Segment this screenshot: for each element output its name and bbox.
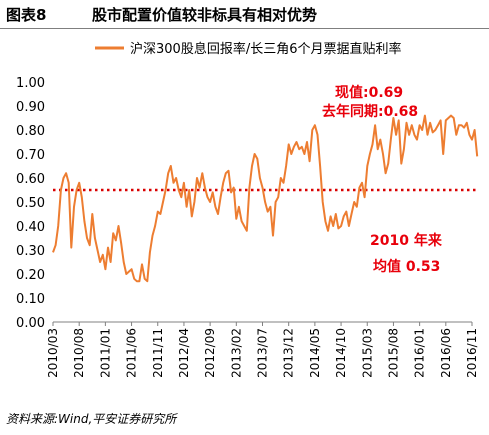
x-tick-label: 2010/08 (72, 328, 86, 378)
x-tick-label: 2012/09 (203, 328, 217, 378)
figure-label: 图表8 (6, 6, 47, 24)
y-tick-label: 0.30 (16, 244, 45, 259)
x-tick-label: 2015/03 (360, 328, 374, 378)
y-tick-label: 0.80 (16, 124, 45, 139)
y-tick-label: 0.70 (16, 148, 45, 163)
x-tick-label: 2012/04 (177, 328, 191, 378)
legend-label: 沪深300股息回报率/长三角6个月票据直贴利率 (130, 41, 401, 57)
x-tick-label: 2013/12 (282, 328, 296, 378)
x-tick-label: 2016/06 (439, 328, 453, 378)
y-tick-label: 0.90 (16, 100, 45, 115)
annotation-average-line2: 均值 0.53 (373, 258, 440, 275)
legend: 沪深300股息回报率/长三角6个月票据直贴利率 (95, 41, 401, 57)
title-bar: 图表8 股市配置价值较非标具有相对优势 (0, 0, 489, 28)
annotation-last-year: 去年同期:0.68 (322, 103, 418, 120)
x-tick-label: 2011/06 (125, 328, 139, 378)
x-tick-label: 2011/11 (151, 328, 165, 378)
y-tick-label: 0.10 (16, 292, 45, 307)
y-tick-label: 0.40 (16, 220, 45, 235)
x-tick-label: 2014/10 (334, 328, 348, 378)
y-tick-label: 0.60 (16, 172, 45, 187)
chart-title: 股市配置价值较非标具有相对优势 (92, 6, 318, 24)
x-tick-label: 2013/07 (256, 328, 270, 378)
x-tick-label: 2015/08 (386, 328, 400, 378)
line-chart: 0.00 0.10 0.20 0.30 0.40 0.50 0.60 0.70 0.80 0.90… (16, 41, 479, 378)
annotations: 现值:0.69 去年同期:0.68 2010 年来 均值 0.53 (322, 84, 443, 275)
title-divider (0, 28, 489, 29)
y-tick-label: 0.00 (16, 316, 45, 331)
axes: 0.00 0.10 0.20 0.30 0.40 0.50 0.60 0.70 0.80 0.90… (16, 76, 479, 378)
x-tick-label: 2010/03 (46, 328, 60, 378)
y-tick-label: 0.20 (16, 268, 45, 283)
x-tick-label: 2013/02 (229, 328, 243, 378)
y-tick-label: 0.50 (16, 196, 45, 211)
series-line (52, 114, 479, 283)
annotation-current: 现值:0.69 (335, 84, 403, 101)
y-tick-label: 1.00 (16, 76, 45, 91)
x-tick-label: 2011/01 (98, 328, 112, 378)
x-tick-label: 2014/05 (308, 328, 322, 378)
x-tick-label: 2016/11 (465, 328, 479, 378)
annotation-average-line1: 2010 年来 (370, 232, 443, 249)
series-group (52, 114, 479, 283)
source-note: 资料来源:Wind,平安证券研究所 (6, 412, 177, 426)
x-tick-label: 2016/01 (413, 328, 427, 378)
